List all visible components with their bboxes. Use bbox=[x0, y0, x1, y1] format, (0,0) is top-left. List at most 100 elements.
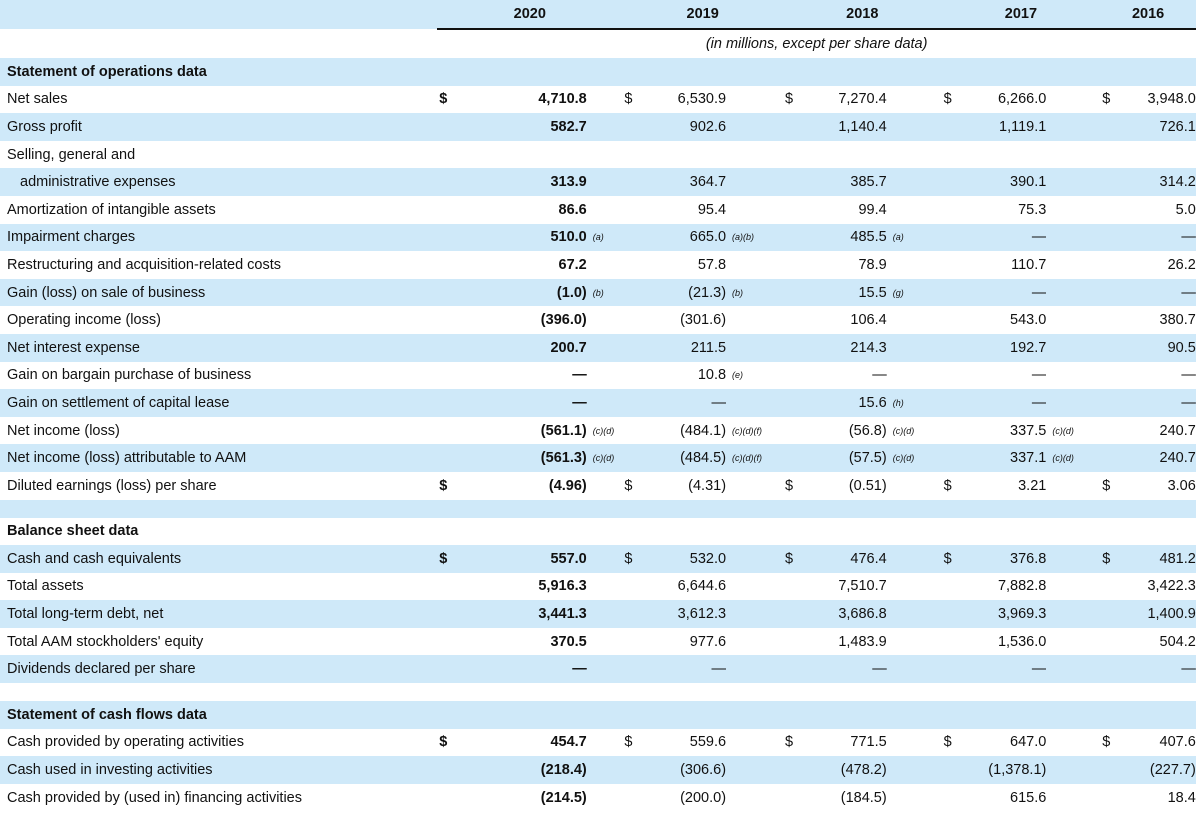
row-label: Diluted earnings (loss) per share bbox=[0, 471, 438, 500]
dollar-sign: $ bbox=[437, 545, 468, 573]
dollar-sign bbox=[941, 251, 962, 279]
footnote-ref: (e) bbox=[726, 361, 783, 390]
dollar-sign bbox=[437, 113, 468, 141]
dollar-sign bbox=[941, 389, 962, 417]
dollar-sign bbox=[783, 113, 804, 141]
footnote-ref bbox=[886, 756, 942, 784]
value-cell-2020: 557.0 bbox=[467, 545, 587, 573]
footnote-ref bbox=[1046, 278, 1101, 307]
value-cell-2017: — bbox=[961, 223, 1047, 252]
value-cell-2016: — bbox=[1120, 655, 1196, 684]
footnote-ref bbox=[586, 545, 623, 573]
footnote-ref bbox=[1046, 306, 1101, 334]
dollar-sign bbox=[941, 655, 962, 684]
dollar-sign bbox=[941, 600, 962, 628]
footnote-ref bbox=[726, 195, 783, 224]
footnote-ref bbox=[1046, 600, 1101, 628]
value-cell-2020: — bbox=[467, 655, 587, 684]
table-row: Total AAM stockholders' equity 370.5 977.6… bbox=[0, 627, 1196, 656]
row-label: Cash provided by operating activities bbox=[0, 728, 438, 757]
value-cell-2017: 1,119.1 bbox=[961, 113, 1047, 141]
footnote-ref: (c)(d) bbox=[1046, 416, 1101, 445]
value-cell-2018: 99.4 bbox=[803, 195, 887, 224]
table-row: Total long-term debt, net 3,441.3 3,612.3 3… bbox=[0, 600, 1196, 628]
footnote-ref bbox=[886, 572, 942, 601]
footnote-ref bbox=[1046, 361, 1101, 390]
value-cell-2020: (4.96) bbox=[467, 471, 587, 500]
footnote-ref bbox=[586, 600, 623, 628]
value-cell-2016: 3,422.3 bbox=[1120, 572, 1196, 601]
footnote-ref bbox=[1046, 251, 1101, 279]
table-row: Dividends declared per share — — — — — bbox=[0, 655, 1196, 684]
dollar-sign bbox=[437, 627, 468, 656]
footnote-ref bbox=[726, 140, 783, 169]
dollar-sign bbox=[941, 223, 962, 252]
dollar-sign: $ bbox=[622, 85, 643, 114]
dollar-sign bbox=[1100, 627, 1121, 656]
row-label: Gross profit bbox=[0, 113, 438, 141]
footnote-ref bbox=[726, 783, 783, 812]
table-row: Cash used in investing activities (218.4)… bbox=[0, 756, 1196, 784]
dollar-sign: $ bbox=[622, 728, 643, 757]
footnote-ref bbox=[726, 545, 783, 573]
row-label: Net sales bbox=[0, 85, 438, 114]
units-row: (in millions, except per share data) bbox=[0, 29, 1196, 58]
dollar-sign bbox=[941, 140, 962, 169]
footnote-ref: (g) bbox=[886, 278, 942, 307]
dollar-sign bbox=[783, 140, 804, 169]
table-row: Restructuring and acquisition-related co… bbox=[0, 251, 1196, 279]
value-cell-2018: (478.2) bbox=[803, 756, 887, 784]
dollar-sign bbox=[783, 416, 804, 445]
dollar-sign: $ bbox=[622, 545, 643, 573]
value-cell-2016: 90.5 bbox=[1120, 333, 1196, 362]
value-cell-2016: — bbox=[1120, 278, 1196, 307]
dollar-sign bbox=[941, 113, 962, 141]
value-cell-2017: 192.7 bbox=[961, 333, 1047, 362]
value-cell-2020: 200.7 bbox=[467, 333, 587, 362]
value-cell-2018: 485.5 bbox=[803, 223, 887, 252]
value-cell-2016: (227.7) bbox=[1120, 756, 1196, 784]
value-cell-2017: (1,378.1) bbox=[961, 756, 1047, 784]
footnote-ref bbox=[886, 113, 942, 141]
footnote-ref bbox=[886, 140, 942, 169]
footnote-ref: (c)(d) bbox=[886, 416, 942, 445]
value-cell-2016: 1,400.9 bbox=[1120, 600, 1196, 628]
value-cell-2019: 532.0 bbox=[642, 545, 727, 573]
dollar-sign bbox=[622, 168, 643, 196]
value-cell-2017 bbox=[961, 140, 1047, 169]
table-row: Gain on bargain purchase of business — 10.… bbox=[0, 361, 1196, 390]
footnote-ref bbox=[1046, 572, 1101, 601]
value-cell-2019: (21.3) bbox=[642, 278, 727, 307]
footnote-ref bbox=[586, 783, 623, 812]
spacer-row bbox=[0, 683, 1196, 702]
footnote-ref bbox=[886, 333, 942, 362]
value-cell-2017: 7,882.8 bbox=[961, 572, 1047, 601]
value-cell-2018: 1,140.4 bbox=[803, 113, 887, 141]
dollar-sign bbox=[941, 168, 962, 196]
table-row: Net income (loss) (561.1) (c)(d) (484.1) (c)… bbox=[0, 416, 1196, 445]
value-cell-2017: 110.7 bbox=[961, 251, 1047, 279]
dollar-sign bbox=[1100, 278, 1121, 307]
value-cell-2017: — bbox=[961, 278, 1047, 307]
row-label: Restructuring and acquisition-related co… bbox=[0, 251, 438, 279]
value-cell-2020: 5,916.3 bbox=[467, 572, 587, 601]
value-cell-2019: (484.1) bbox=[642, 416, 727, 445]
footnote-ref bbox=[726, 113, 783, 141]
table-row: Gross profit 582.7 902.6 1,140.4 1,119.1 726.… bbox=[0, 113, 1196, 141]
footnote-ref bbox=[726, 471, 783, 500]
value-cell-2020: 67.2 bbox=[467, 251, 587, 279]
year-header-2017: 2017 bbox=[941, 0, 1101, 30]
dollar-sign bbox=[622, 655, 643, 684]
value-cell-2016: — bbox=[1120, 361, 1196, 390]
value-cell-2017: 3.21 bbox=[961, 471, 1047, 500]
footnote-ref bbox=[586, 627, 623, 656]
footnote-ref: (a) bbox=[586, 223, 623, 252]
dollar-sign bbox=[437, 251, 468, 279]
dollar-sign bbox=[1100, 361, 1121, 390]
dollar-sign bbox=[437, 600, 468, 628]
footnote-ref: (b) bbox=[726, 278, 783, 307]
value-cell-2020: 4,710.8 bbox=[467, 85, 587, 114]
row-label: Total long-term debt, net bbox=[0, 600, 438, 628]
footnote-ref: (a) bbox=[886, 223, 942, 252]
